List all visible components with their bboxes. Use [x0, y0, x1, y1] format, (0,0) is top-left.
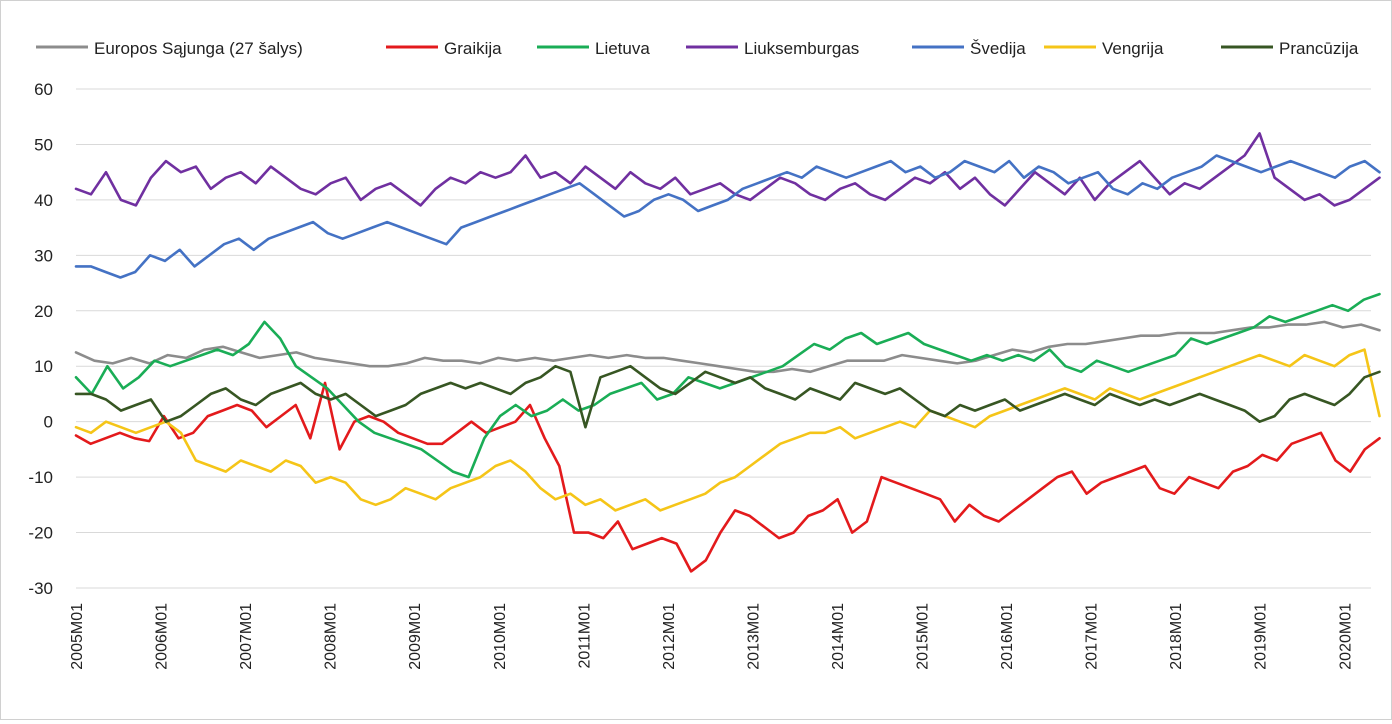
gridlines [76, 88, 1371, 589]
legend-item: Lietuva [537, 39, 650, 58]
legend-label: Švedija [970, 39, 1026, 58]
x-tick-label: 2017M01 [1084, 603, 1101, 670]
series-line [74, 381, 1381, 573]
x-tick-label: 2020M01 [1337, 603, 1354, 670]
x-tick-label: 2005M01 [69, 603, 86, 670]
x-tick-label: 2014M01 [830, 603, 847, 670]
legend-item: Vengrija [1044, 39, 1164, 58]
y-tick-label: -20 [28, 524, 53, 543]
legend-label: Vengrija [1102, 39, 1164, 58]
y-tick-label: -10 [28, 468, 53, 487]
series-line [74, 320, 1381, 374]
x-tick-label: 2012M01 [661, 603, 678, 670]
x-tick-label: 2015M01 [915, 603, 932, 670]
series-line [74, 348, 1381, 512]
series-line [74, 364, 1381, 429]
x-tick-label: 2011M01 [576, 603, 593, 669]
legend-label: Liuksemburgas [744, 39, 859, 58]
x-tick-label: 2007M01 [238, 603, 255, 670]
y-tick-label: 40 [34, 191, 53, 210]
x-axis: 2005M01 2006M01 2007M01 2008M01 2009M01 2010M… [69, 603, 1354, 670]
legend-label: Graikija [444, 39, 502, 58]
legend-item: Graikija [386, 39, 502, 58]
y-tick-label: 20 [34, 302, 53, 321]
x-tick-label: 2018M01 [1168, 603, 1185, 670]
series-line [74, 154, 1381, 279]
y-tick-label: 50 [34, 135, 53, 154]
x-tick-label: 2009M01 [407, 603, 424, 670]
legend-item: Liuksemburgas [686, 39, 859, 58]
legend-label: Lietuva [595, 39, 650, 58]
y-tick-label: 0 [44, 413, 53, 432]
x-tick-label: 2008M01 [323, 603, 340, 670]
x-tick-label: 2006M01 [154, 603, 171, 670]
series-line [74, 292, 1381, 479]
x-tick-label: 2010M01 [492, 603, 509, 670]
legend-label: Prancūzija [1279, 39, 1359, 58]
legend-item: Prancūzija [1221, 39, 1359, 58]
y-tick-label: 30 [34, 246, 53, 265]
legend: Europos Sąjunga (27 šalys) Graikija Lietuv… [36, 39, 1359, 58]
legend-label: Europos Sąjunga (27 šalys) [94, 39, 303, 58]
x-tick-label: 2013M01 [745, 603, 762, 670]
y-tick-label: 10 [34, 357, 53, 376]
x-tick-label: 2019M01 [1253, 603, 1270, 670]
legend-item: Europos Sąjunga (27 šalys) [36, 39, 303, 58]
legend-item: Švedija [912, 39, 1026, 58]
series-group [74, 132, 1381, 573]
y-tick-label: 60 [34, 80, 53, 99]
x-tick-label: 2016M01 [999, 603, 1016, 670]
y-tick-label: -30 [28, 579, 53, 598]
y-axis: -30 -20 -10 0 10 20 30 40 50 60 [28, 80, 53, 598]
